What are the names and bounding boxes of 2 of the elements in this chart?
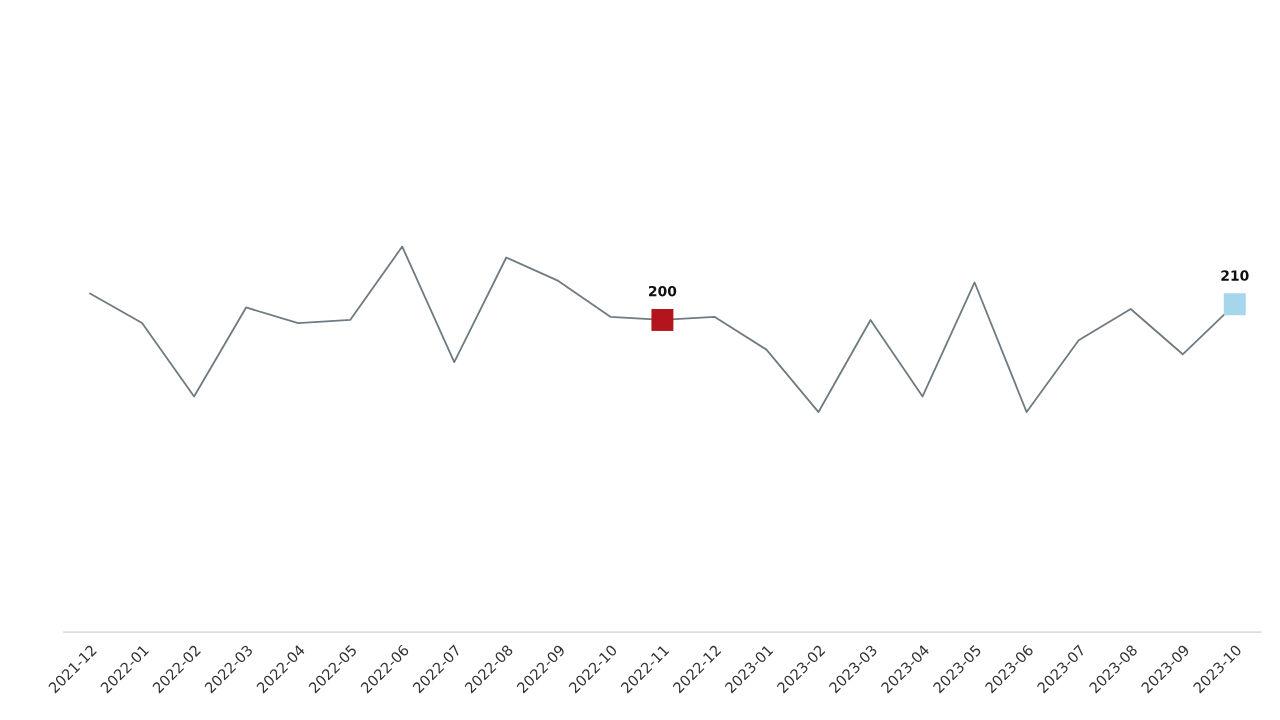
data-label: 200 [649,285,677,297]
data-label: 210 [1221,270,1249,281]
